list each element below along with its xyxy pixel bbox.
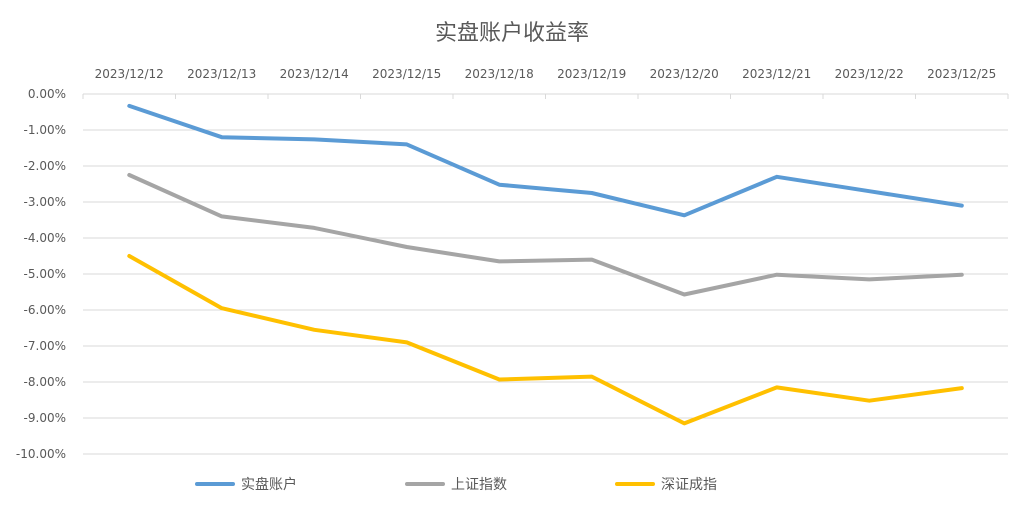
- legend-label: 实盘账户: [241, 476, 297, 493]
- x-tick-label: 2023/12/21: [742, 67, 811, 81]
- x-tick-label: 2023/12/13: [187, 67, 256, 81]
- y-tick-label: -9.00%: [24, 411, 66, 425]
- y-tick-label: 0.00%: [28, 87, 66, 101]
- x-tick-label: 2023/12/14: [280, 67, 349, 81]
- legend-label: 上证指数: [451, 477, 507, 493]
- x-tick-label: 2023/12/25: [927, 67, 996, 81]
- chart-title: 实盘账户收益率: [435, 21, 589, 46]
- x-tick-label: 2023/12/19: [557, 67, 626, 81]
- y-tick-label: -6.00%: [24, 303, 66, 317]
- x-tick-label: 2023/12/15: [372, 67, 441, 81]
- y-tick-label: -2.00%: [24, 159, 66, 173]
- x-tick-label: 2023/12/22: [835, 67, 904, 81]
- y-tick-label: -8.00%: [24, 375, 66, 389]
- legend-label: 深证成指: [661, 477, 717, 493]
- y-tick-label: -4.00%: [24, 231, 66, 245]
- y-tick-label: -5.00%: [24, 267, 66, 281]
- y-tick-label: -10.00%: [16, 447, 66, 461]
- x-tick-label: 2023/12/20: [650, 67, 719, 81]
- y-tick-label: -7.00%: [24, 339, 66, 353]
- y-tick-label: -3.00%: [24, 195, 66, 209]
- x-tick-label: 2023/12/18: [465, 67, 534, 81]
- y-tick-label: -1.00%: [24, 123, 66, 137]
- x-tick-label: 2023/12/12: [95, 67, 164, 81]
